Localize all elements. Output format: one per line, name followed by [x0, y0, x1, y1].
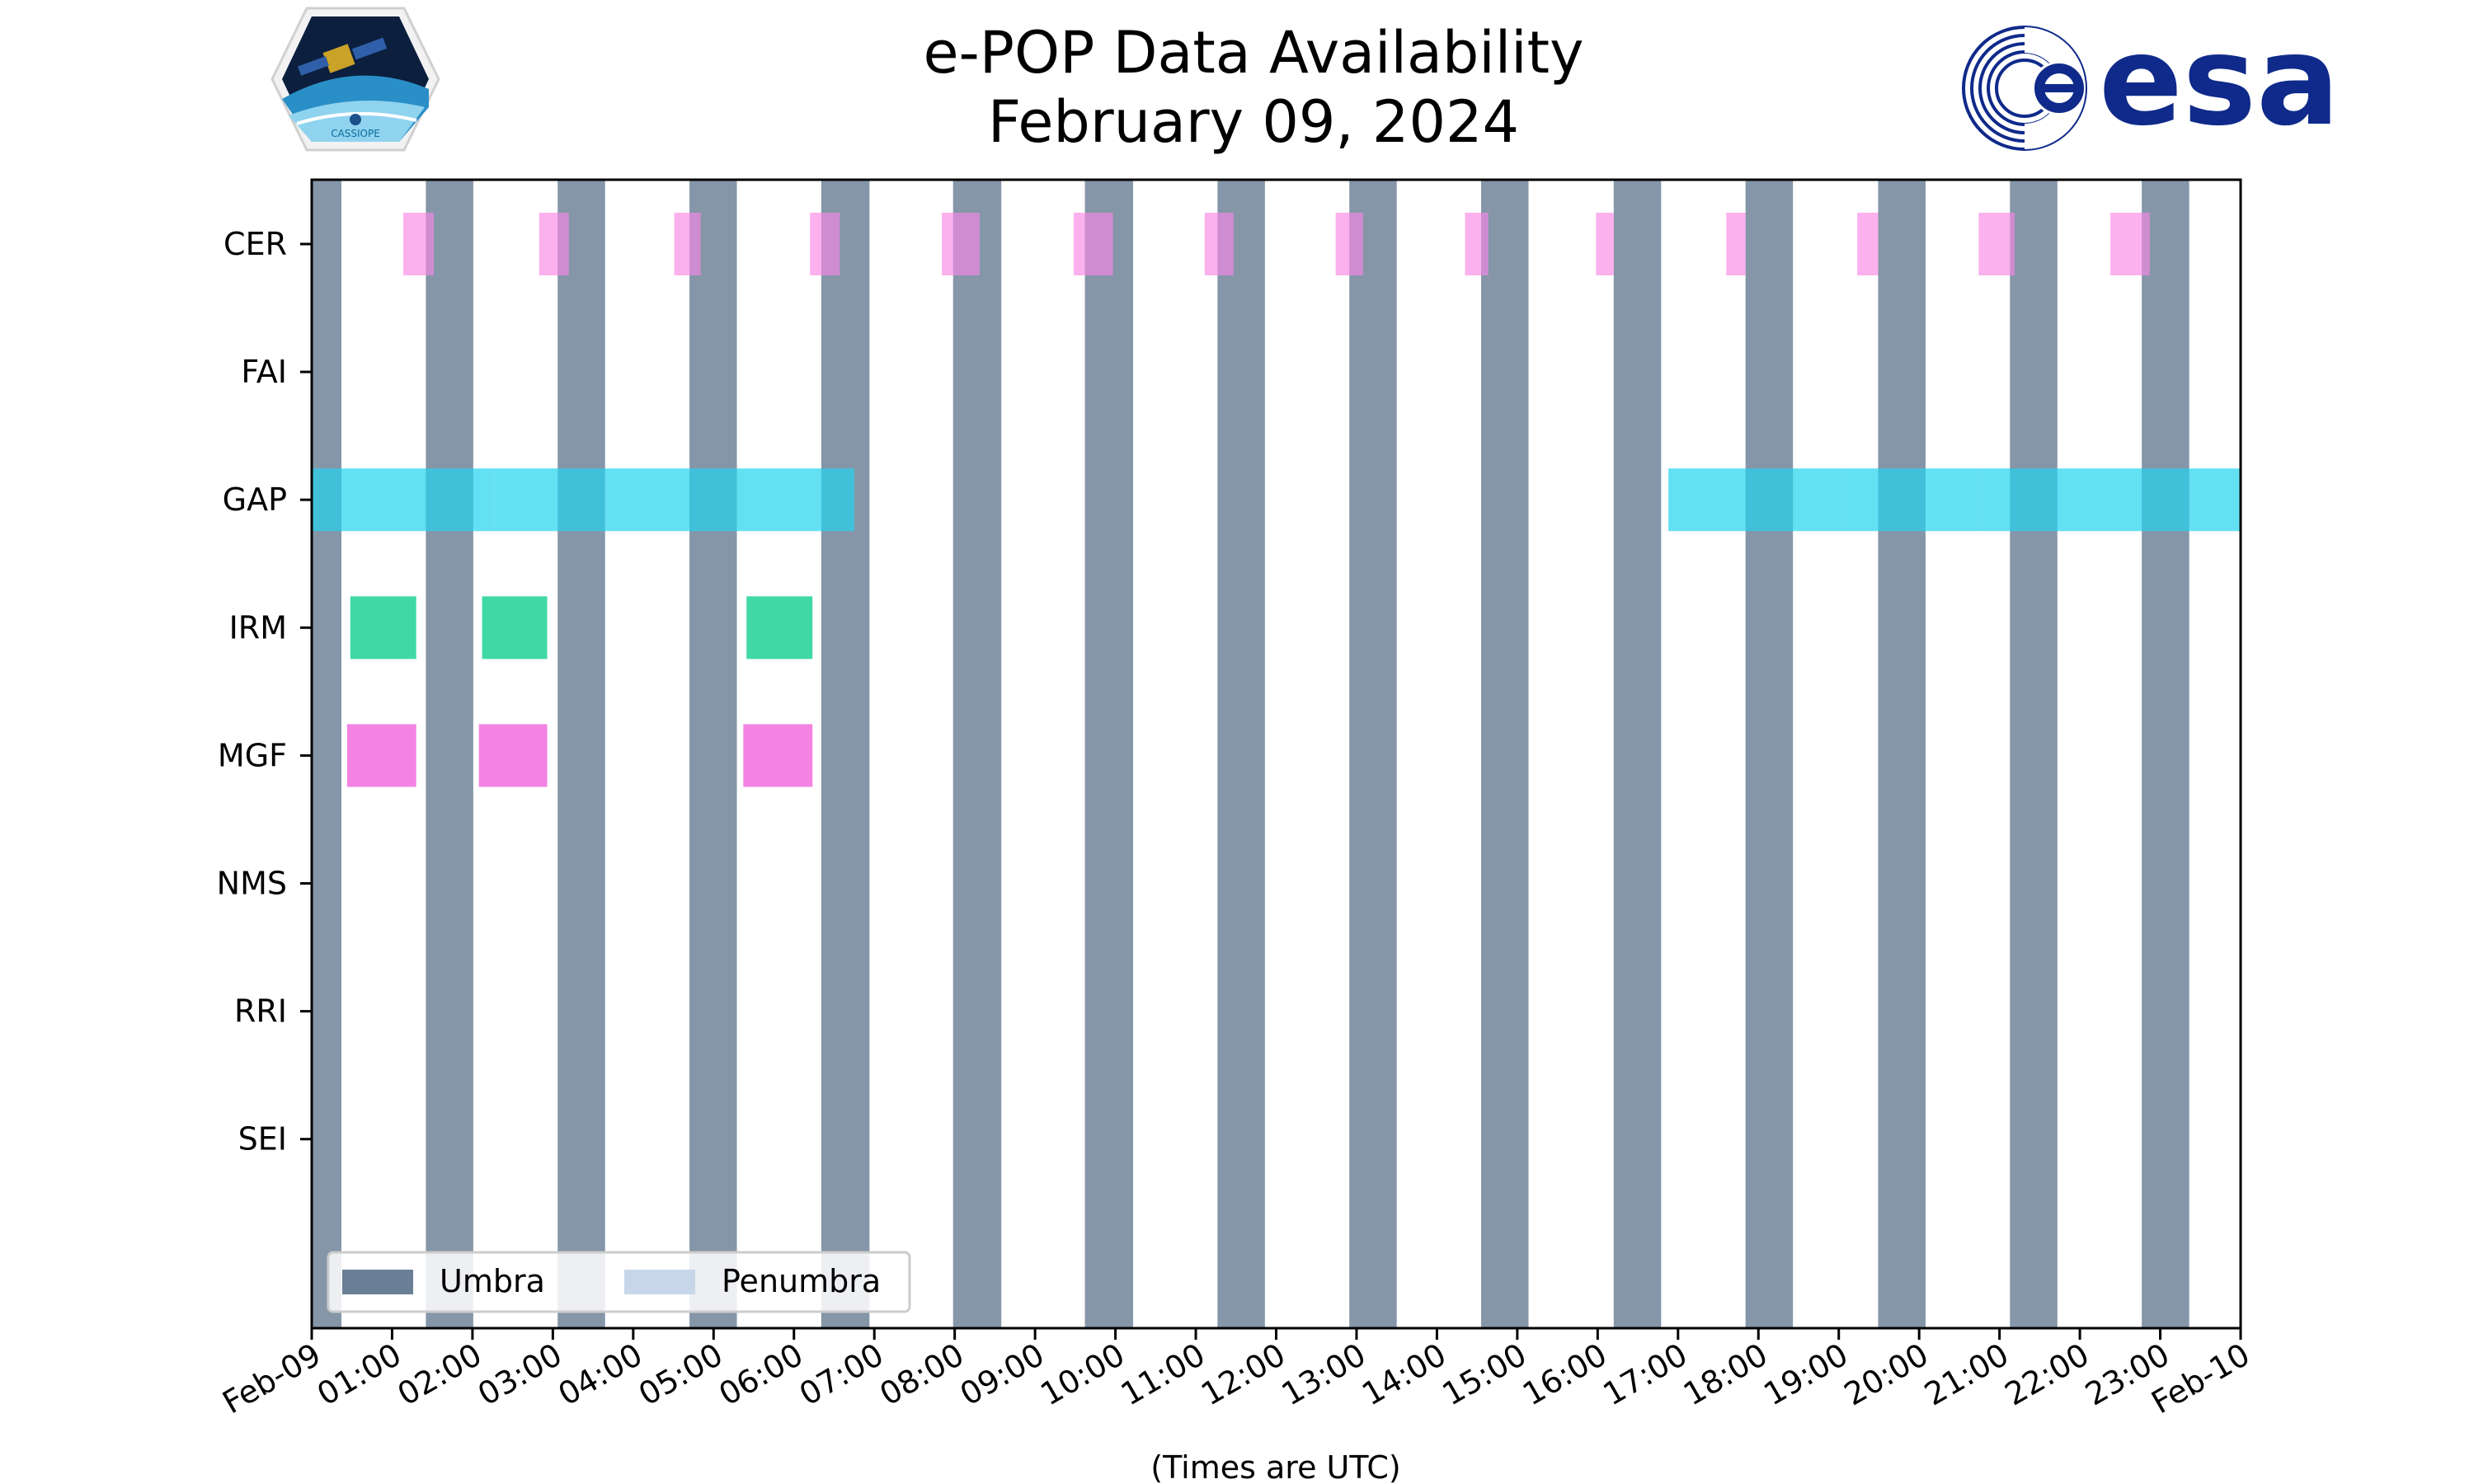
bar-irm: [746, 596, 813, 660]
y-tick-label: RRI: [234, 993, 287, 1030]
cassiope-logo-text: CASSIOPE: [331, 128, 380, 139]
umbra-bands: [312, 180, 2189, 1328]
umbra-band: [1217, 180, 1265, 1328]
bar-cer: [1596, 213, 1614, 275]
legend-box: [327, 1251, 911, 1313]
umbra-band: [312, 180, 342, 1328]
x-tick-label: 15:00: [1437, 1336, 1533, 1413]
x-tick-label: 22:00: [1999, 1336, 2095, 1413]
x-tick-label: 05:00: [633, 1336, 729, 1413]
x-tick-label: 03:00: [472, 1336, 568, 1413]
esa-logo-text: esa: [2099, 10, 2340, 153]
bar-irm: [482, 596, 548, 660]
y-tick-label: FAI: [241, 354, 287, 390]
umbra-band: [689, 180, 737, 1328]
umbra-band: [821, 180, 870, 1328]
bar-irm: [350, 596, 416, 660]
y-tick-label: MGF: [218, 737, 287, 773]
bar-cer: [1978, 213, 2015, 275]
bar-mgf: [743, 724, 813, 787]
y-axis: CER FAI GAP IRM MGF NMS RRI SEI: [217, 226, 312, 1158]
x-tick-label: 11:00: [1115, 1336, 1211, 1413]
legend: Umbra Penumbra: [327, 1251, 911, 1313]
umbra-band: [1613, 180, 1662, 1328]
x-tick-label: 12:00: [1195, 1336, 1291, 1413]
x-tick-label: 07:00: [793, 1336, 890, 1413]
bar-cer: [810, 213, 840, 275]
x-axis-label: (Times are UTC): [1150, 1449, 1400, 1484]
x-tick-label: 16:00: [1517, 1336, 1613, 1413]
bar-gap: [1668, 468, 1844, 532]
umbra-band: [2010, 180, 2058, 1328]
instrument-bars: [312, 213, 2241, 787]
umbra-band: [557, 180, 605, 1328]
x-tick-label: 04:00: [552, 1336, 648, 1413]
bar-cer: [1726, 213, 1746, 275]
umbra-band: [1349, 180, 1397, 1328]
x-tick-label: 17:00: [1597, 1336, 1693, 1413]
x-tick-label: 19:00: [1757, 1336, 1854, 1413]
umbra-band: [1745, 180, 1794, 1328]
x-tick-label: 08:00: [873, 1336, 970, 1413]
x-tick-label: Feb-09: [216, 1336, 327, 1421]
bar-cer: [1204, 213, 1234, 275]
bar-gap: [1978, 468, 2241, 532]
cassiope-logo: CASSIOPE: [270, 7, 440, 152]
x-tick-label: 21:00: [1918, 1336, 2015, 1413]
y-tick-label: NMS: [217, 866, 287, 902]
x-tick-label: 14:00: [1356, 1336, 1452, 1413]
y-tick-label: CER: [223, 226, 287, 262]
bar-cer: [1857, 213, 1879, 275]
y-tick-label: SEI: [238, 1121, 287, 1158]
legend-label-umbra: Umbra: [440, 1263, 545, 1299]
x-axis: Feb-0901:0002:0003:0004:0005:0006:0007:0…: [216, 1328, 2256, 1421]
x-tick-label: 01:00: [311, 1336, 407, 1413]
x-tick-label: 13:00: [1276, 1336, 1372, 1413]
x-tick-label: 20:00: [1838, 1336, 1935, 1413]
umbra-band: [952, 180, 1002, 1328]
bar-cer: [539, 213, 569, 275]
bar-cer: [2110, 213, 2150, 275]
bar-cer: [674, 213, 701, 275]
x-tick-label: 18:00: [1677, 1336, 1774, 1413]
x-tick-label: 09:00: [954, 1336, 1051, 1413]
legend-swatch-umbra: [342, 1270, 413, 1294]
x-tick-label: 06:00: [713, 1336, 809, 1413]
x-tick-label: 10:00: [1034, 1336, 1131, 1413]
chart-title: e-POP Data Availability: [923, 19, 1583, 87]
bar-cer: [942, 213, 980, 275]
bar-cer: [1465, 213, 1489, 275]
umbra-band: [1084, 180, 1134, 1328]
bar-gap: [312, 468, 495, 532]
legend-swatch-penumbra: [624, 1270, 695, 1294]
chart-subtitle: February 09, 2024: [988, 88, 1519, 156]
umbra-band: [1481, 180, 1529, 1328]
bar-cer: [1073, 213, 1113, 275]
esa-logo: esa: [1962, 10, 2340, 153]
y-tick-label: IRM: [229, 609, 287, 646]
y-tick-label: GAP: [223, 481, 287, 518]
bar-gap: [494, 468, 854, 532]
umbra-band: [1878, 180, 1926, 1328]
bar-gap: [1843, 468, 1979, 532]
plot-area: CER FAI GAP IRM MGF NMS RRI SEI Feb-0901:0002:0…: [216, 178, 2256, 1421]
umbra-band: [426, 180, 473, 1328]
umbra-band: [2142, 180, 2189, 1328]
bar-mgf: [478, 724, 548, 787]
bar-mgf: [346, 724, 416, 787]
bar-cer: [1335, 213, 1363, 275]
x-tick-label: 02:00: [392, 1336, 488, 1413]
legend-label-penumbra: Penumbra: [722, 1263, 881, 1299]
bar-cer: [403, 213, 435, 275]
